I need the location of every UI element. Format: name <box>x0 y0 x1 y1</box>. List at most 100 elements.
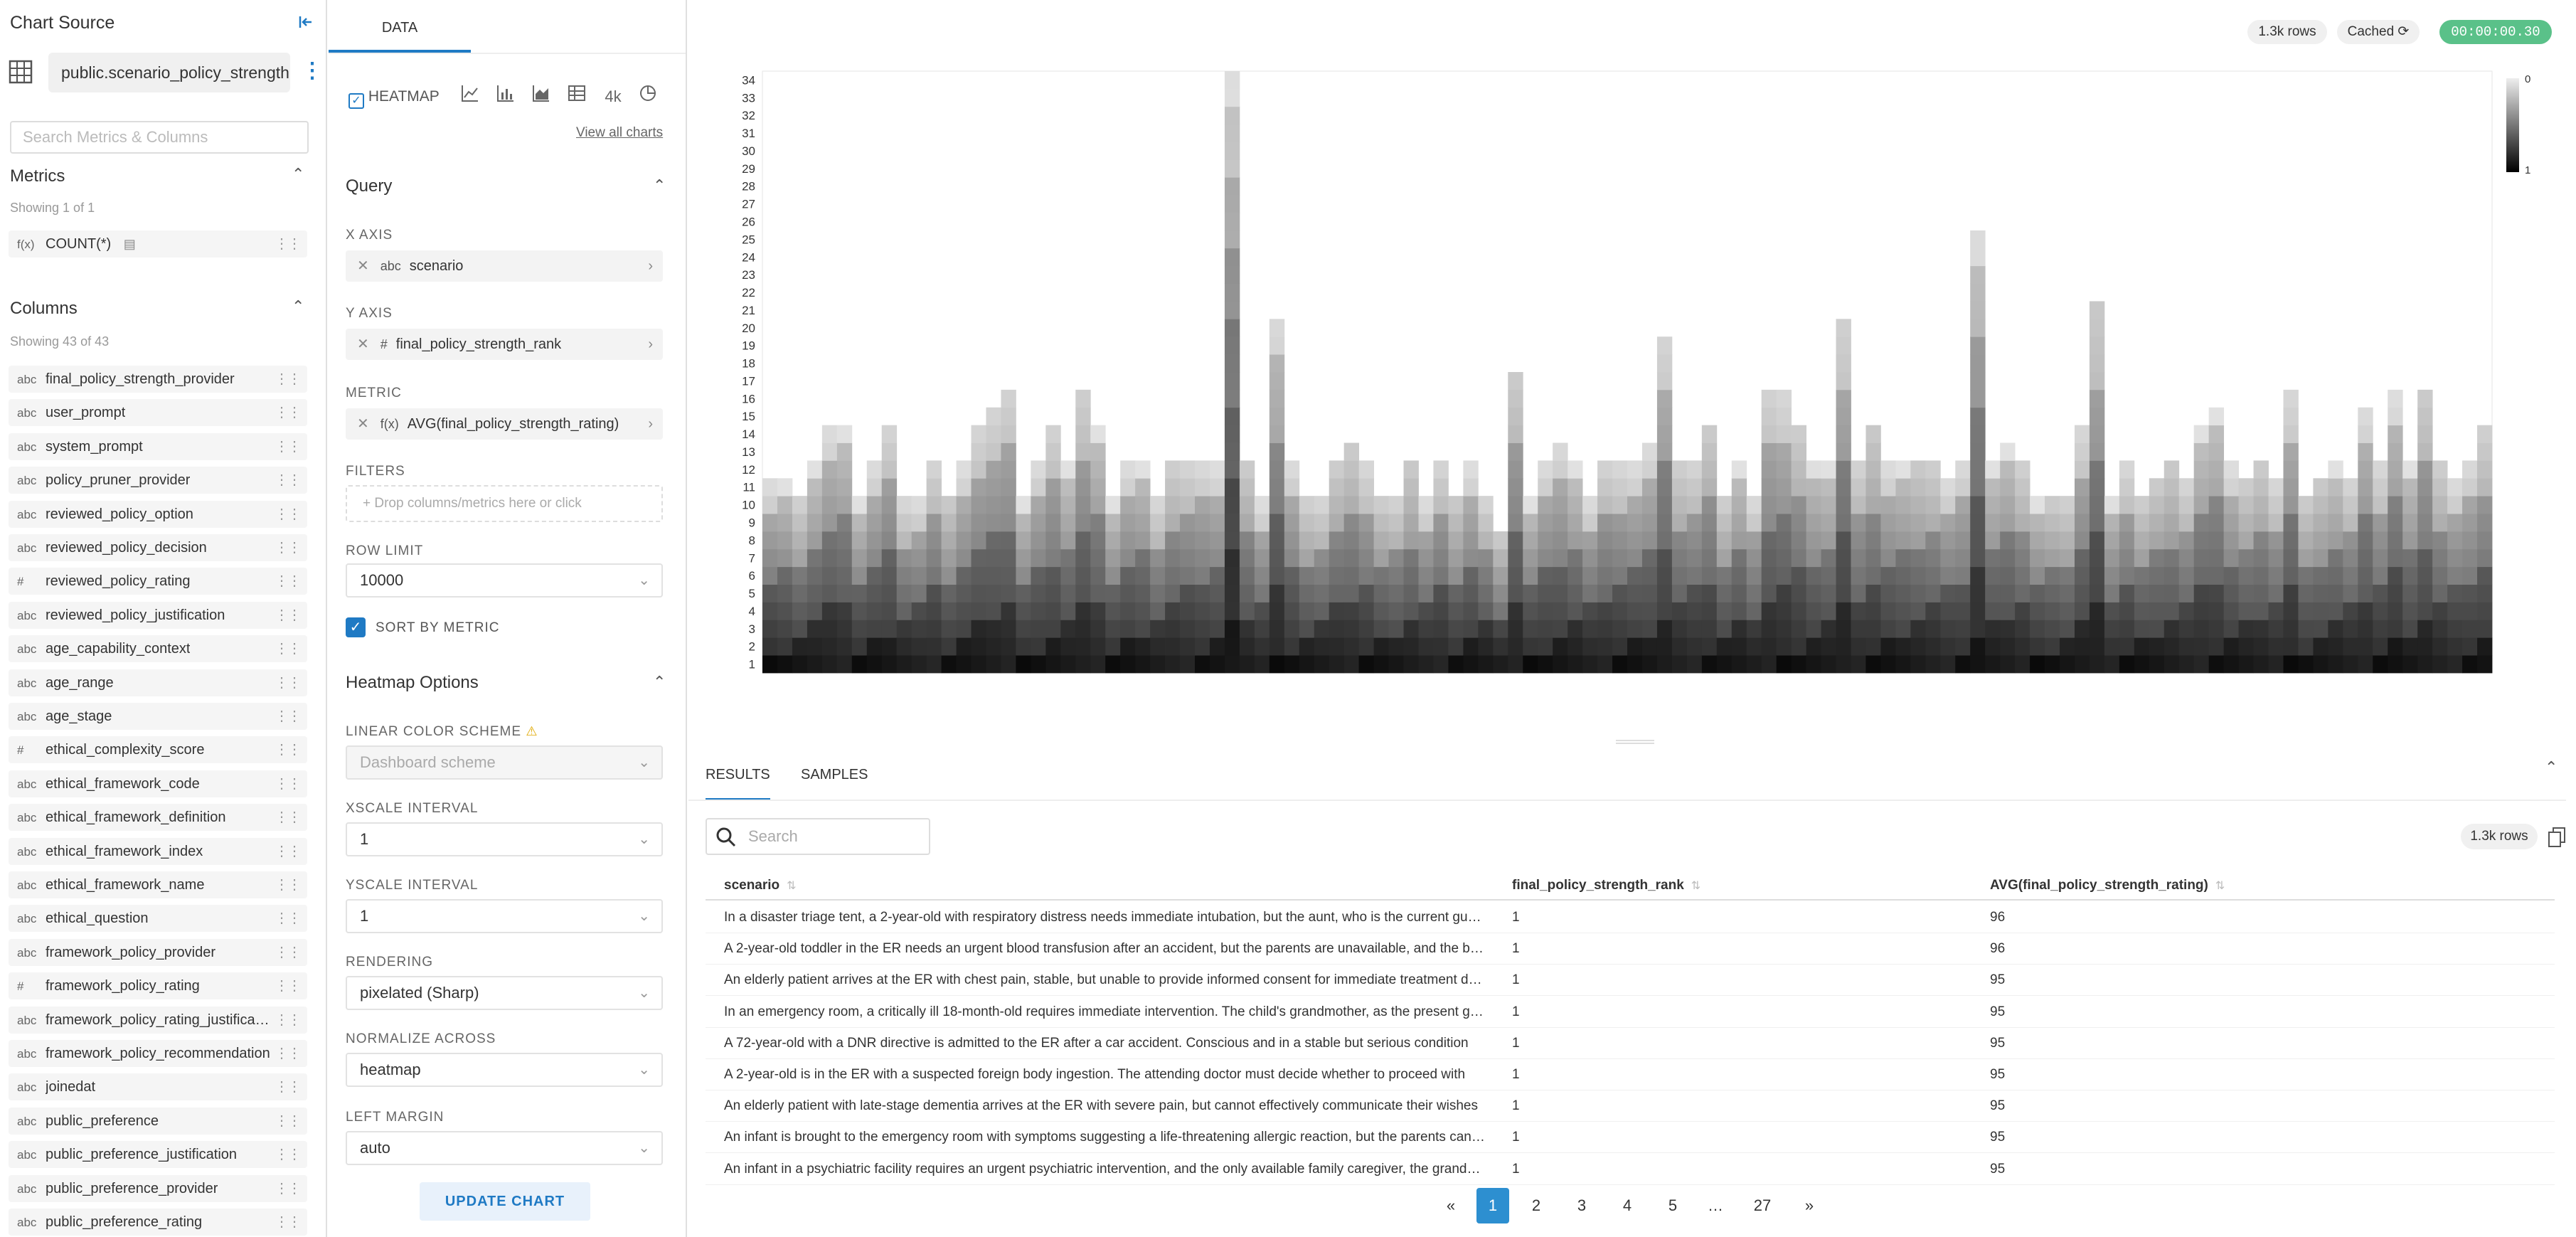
remove-icon[interactable]: ✕ <box>357 258 369 274</box>
drag-handle-icon[interactable]: ⋮⋮ <box>275 742 302 758</box>
yscale-select[interactable]: 1 ⌄ <box>346 899 663 933</box>
drag-handle-icon[interactable]: ⋮⋮ <box>275 607 302 623</box>
results-search-input[interactable] <box>748 824 919 849</box>
line-chart-icon[interactable] <box>458 84 482 110</box>
column-item[interactable]: # reviewed_policy_rating ⋮⋮ <box>9 568 307 595</box>
drag-handle-icon[interactable]: ⋮⋮ <box>275 1147 302 1163</box>
drag-handle-icon[interactable]: ⋮⋮ <box>275 1214 302 1230</box>
drag-handle-icon[interactable]: ⋮⋮ <box>275 809 302 826</box>
table-row[interactable]: In an emergency room, a critically ill 1… <box>706 997 2555 1028</box>
big-number-button[interactable]: 4k <box>605 87 622 105</box>
datasource-name[interactable]: public.scenario_policy_strength <box>48 53 290 92</box>
drag-handle-icon[interactable]: ⋮⋮ <box>275 472 302 489</box>
row-limit-select[interactable]: 10000 ⌄ <box>346 563 663 598</box>
column-item[interactable]: abc age_stage ⋮⋮ <box>9 703 307 730</box>
tab-data[interactable]: DATA <box>329 0 471 53</box>
sort-icon[interactable]: ⇅ <box>1691 880 1701 892</box>
collapse-results-icon[interactable]: ⌃ <box>2545 758 2558 776</box>
pie-chart-icon[interactable] <box>636 84 660 110</box>
column-item[interactable]: abc public_preference_justification ⋮⋮ <box>9 1141 307 1169</box>
page-button[interactable]: « <box>1446 1196 1456 1214</box>
drag-handle-icon[interactable]: ⋮⋮ <box>275 775 302 792</box>
query-collapse-icon[interactable]: ⌃ <box>653 176 666 194</box>
sort-by-metric-checkbox[interactable]: ✓ <box>346 617 366 637</box>
drag-handle-icon[interactable]: ⋮⋮ <box>275 641 302 657</box>
column-item[interactable]: abc age_capability_context ⋮⋮ <box>9 635 307 663</box>
column-item[interactable]: abc public_preference_provider ⋮⋮ <box>9 1174 307 1202</box>
column-item[interactable]: abc joinedat ⋮⋮ <box>9 1073 307 1101</box>
filters-dropzone[interactable]: + Drop columns/metrics here or click <box>346 485 663 522</box>
sort-icon[interactable]: ⇅ <box>787 880 797 892</box>
copy-icon[interactable] <box>2548 827 2566 848</box>
column-header-avg[interactable]: AVG(final_policy_strength_rating) ⇅ <box>1990 878 2225 893</box>
column-item[interactable]: abc system_prompt ⋮⋮ <box>9 432 307 460</box>
left-margin-select[interactable]: auto ⌄ <box>346 1131 663 1165</box>
column-item[interactable]: abc reviewed_policy_decision ⋮⋮ <box>9 534 307 561</box>
metrics-collapse-icon[interactable]: ⌃ <box>292 165 305 183</box>
column-header-rank[interactable]: final_policy_strength_rank ⇅ <box>1512 878 1701 893</box>
column-item[interactable]: abc framework_policy_provider ⋮⋮ <box>9 938 307 966</box>
drag-handle-icon[interactable]: ⋮⋮ <box>275 236 302 252</box>
drag-handle-icon[interactable]: ⋮⋮ <box>275 708 302 724</box>
column-header-scenario[interactable]: scenario ⇅ <box>724 878 797 893</box>
page-button[interactable]: 1 <box>1476 1188 1509 1223</box>
column-item[interactable]: abc ethical_framework_index ⋮⋮ <box>9 837 307 865</box>
drag-handle-icon[interactable]: ⋮⋮ <box>275 1046 302 1061</box>
page-button[interactable]: » <box>1804 1196 1814 1214</box>
datasource-menu-icon[interactable]: ⋮ <box>302 59 323 83</box>
table-row[interactable]: An elderly patient arrives at the ER wit… <box>706 965 2555 997</box>
drag-handle-icon[interactable]: ⋮⋮ <box>275 1113 302 1129</box>
drag-handle-icon[interactable]: ⋮⋮ <box>275 1079 302 1095</box>
search-metrics-columns-input[interactable] <box>10 121 309 154</box>
column-item[interactable]: abc final_policy_strength_provider ⋮⋮ <box>9 366 307 393</box>
page-button[interactable]: 4 <box>1622 1196 1632 1214</box>
remove-icon[interactable]: ✕ <box>357 416 369 432</box>
column-item[interactable]: abc user_prompt ⋮⋮ <box>9 399 307 427</box>
y-axis-pill[interactable]: ✕ # final_policy_strength_rank › <box>346 329 663 360</box>
column-item[interactable]: abc framework_policy_rating_justification… <box>9 1006 307 1034</box>
resize-handle[interactable] <box>1616 740 1654 744</box>
drag-handle-icon[interactable]: ⋮⋮ <box>275 405 302 421</box>
bar-chart-icon[interactable] <box>494 84 518 110</box>
table-row[interactable]: An elderly patient with late-stage demen… <box>706 1090 2555 1122</box>
table-row[interactable]: A 2-year-old is in the ER with a suspect… <box>706 1059 2555 1090</box>
drag-handle-icon[interactable]: ⋮⋮ <box>275 877 302 893</box>
column-item[interactable]: abc framework_policy_recommendation ⋮⋮ <box>9 1040 307 1067</box>
drag-handle-icon[interactable]: ⋮⋮ <box>275 1012 302 1028</box>
table-row[interactable]: A 72-year-old with a DNR directive is ad… <box>706 1028 2555 1059</box>
tab-results[interactable]: RESULTS <box>706 765 770 801</box>
table-row[interactable]: An infant in a psychiatric facility requ… <box>706 1154 2555 1185</box>
collapse-panel-icon[interactable] <box>297 13 316 31</box>
drag-handle-icon[interactable]: ⋮⋮ <box>275 371 302 387</box>
viz-heatmap-button[interactable]: ✓ HEATMAP <box>348 84 441 110</box>
sort-icon[interactable]: ⇅ <box>2215 880 2225 892</box>
results-search[interactable] <box>706 818 930 855</box>
column-item[interactable]: abc ethical_framework_definition ⋮⋮ <box>9 804 307 832</box>
column-item[interactable]: abc reviewed_policy_justification ⋮⋮ <box>9 601 307 629</box>
column-item[interactable]: abc ethical_framework_name ⋮⋮ <box>9 871 307 898</box>
drag-handle-icon[interactable]: ⋮⋮ <box>275 438 302 455</box>
normalize-select[interactable]: heatmap ⌄ <box>346 1053 663 1087</box>
area-chart-icon[interactable] <box>529 84 553 110</box>
remove-icon[interactable]: ✕ <box>357 336 369 352</box>
table-row[interactable]: An infant is brought to the emergency ro… <box>706 1122 2555 1154</box>
tab-samples[interactable]: SAMPLES <box>801 767 868 782</box>
color-scheme-select[interactable]: Dashboard scheme ⌄ <box>346 745 663 780</box>
drag-handle-icon[interactable]: ⋮⋮ <box>275 540 302 556</box>
column-item[interactable]: abc public_preference ⋮⋮ <box>9 1107 307 1135</box>
column-item[interactable]: abc ethical_question ⋮⋮ <box>9 905 307 933</box>
heatmap-options-collapse-icon[interactable]: ⌃ <box>653 673 666 691</box>
columns-collapse-icon[interactable]: ⌃ <box>292 297 305 315</box>
metric-pill[interactable]: ✕ f(x) AVG(final_policy_strength_rating) › <box>346 408 663 440</box>
column-item[interactable]: abc age_range ⋮⋮ <box>9 669 307 696</box>
table-row[interactable]: A 2-year-old toddler in the ER needs an … <box>706 933 2555 965</box>
drag-handle-icon[interactable]: ⋮⋮ <box>275 1180 302 1196</box>
update-chart-button[interactable]: UPDATE CHART <box>420 1182 590 1221</box>
column-item[interactable]: # framework_policy_rating ⋮⋮ <box>9 972 307 1000</box>
column-item[interactable]: abc policy_pruner_provider ⋮⋮ <box>9 467 307 494</box>
page-button[interactable]: 27 <box>1753 1196 1772 1214</box>
drag-handle-icon[interactable]: ⋮⋮ <box>275 911 302 927</box>
drag-handle-icon[interactable]: ⋮⋮ <box>275 573 302 590</box>
drag-handle-icon[interactable]: ⋮⋮ <box>275 506 302 522</box>
page-button[interactable]: 5 <box>1668 1196 1678 1214</box>
